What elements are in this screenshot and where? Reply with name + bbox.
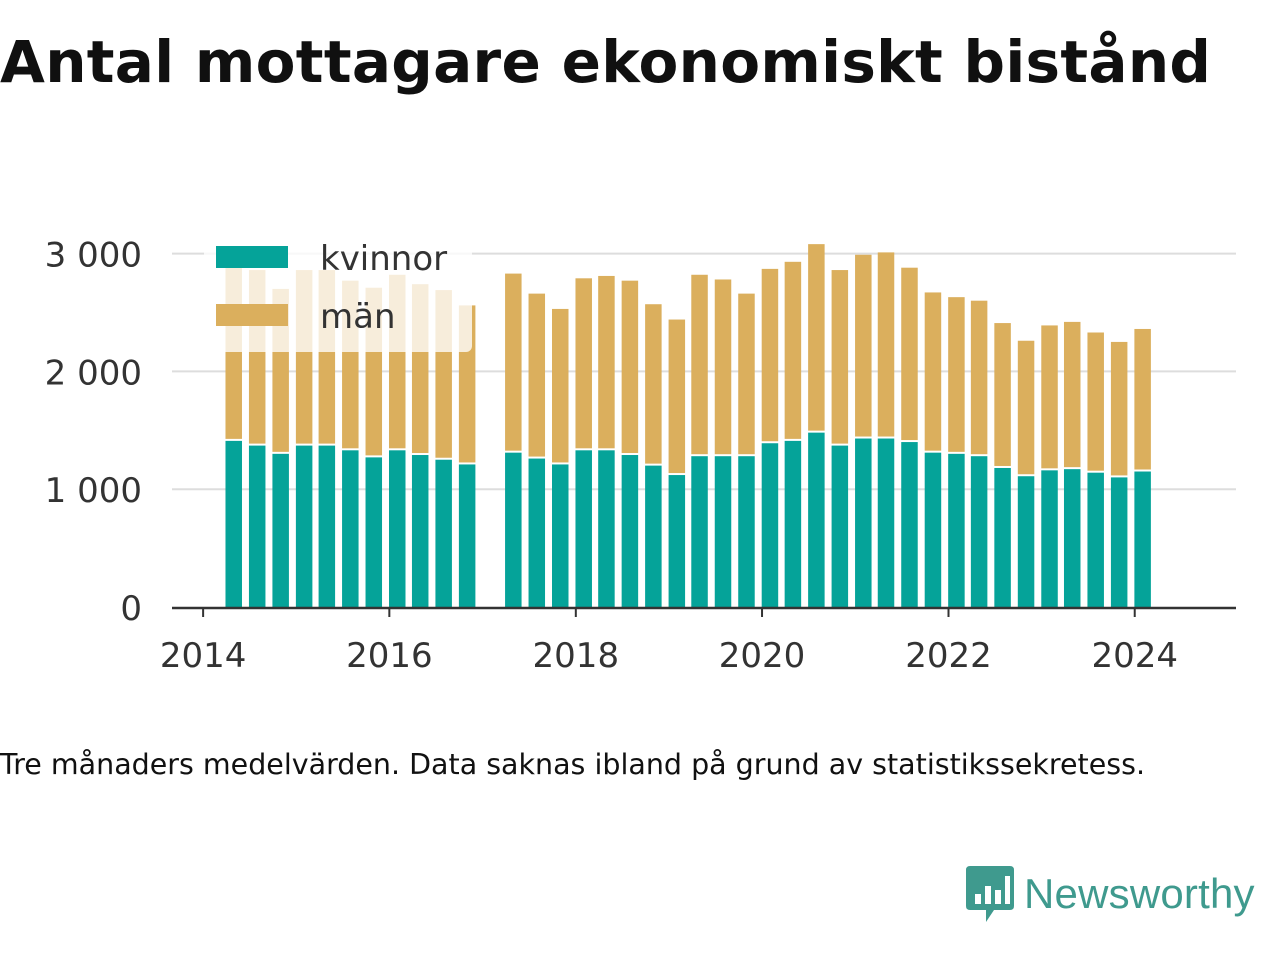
chart-caption: Tre månaders medelvärden. Data saknas ib… [0, 748, 1146, 781]
bars [225, 244, 1151, 607]
bar-man [691, 274, 708, 455]
bar-man [761, 268, 779, 442]
legend: kvinnor män [204, 232, 472, 352]
brand-name: Newsworthy [1024, 870, 1255, 917]
bar-kvinnor [528, 458, 546, 607]
bar-man [808, 244, 825, 431]
bar-kvinnor [1063, 469, 1081, 607]
bar-kvinnor [784, 440, 802, 607]
bar-kvinnor [575, 450, 592, 607]
bar-kvinnor [738, 456, 755, 607]
bar-man [738, 293, 755, 455]
bar-kvinnor [458, 464, 476, 607]
bar-man [1087, 332, 1104, 471]
bar-kvinnor [272, 453, 289, 607]
x-axis-ticks: 2014 2016 2018 2020 2022 2024 [160, 608, 1178, 676]
bar-chart-speech-bubble-icon [966, 866, 1014, 922]
bar-man [784, 261, 802, 439]
bar-man [877, 252, 895, 437]
y-tick-label: 2 000 [45, 353, 142, 393]
x-tick-label: 2024 [1091, 636, 1178, 676]
bar-man [1110, 341, 1128, 476]
bar-kvinnor [1110, 477, 1128, 607]
bar-kvinnor [714, 456, 732, 607]
bar-kvinnor [948, 453, 965, 607]
legend-label-kvinnor: kvinnor [320, 239, 447, 279]
bar-man [970, 300, 988, 455]
bar-kvinnor [901, 442, 918, 607]
x-tick-label: 2018 [533, 636, 620, 676]
bar-man [855, 254, 872, 437]
bar-man [621, 280, 639, 454]
bar-kvinnor [970, 456, 988, 607]
bar-man [1134, 328, 1151, 470]
bar-man [1063, 321, 1081, 468]
bar-man [831, 270, 849, 444]
bar-kvinnor [924, 452, 942, 607]
bar-man [714, 279, 732, 455]
bar-man [668, 319, 686, 474]
bar-man [552, 308, 569, 463]
y-axis-tick-labels: 0 1 000 2 000 3 000 [45, 236, 142, 629]
bar-kvinnor [645, 465, 662, 607]
bar-man [598, 275, 615, 449]
bar-kvinnor [435, 459, 452, 607]
bar-man [1017, 340, 1035, 475]
page-title: Antal mottagare ekonomiskt bistånd [0, 28, 1212, 96]
bar-kvinnor [505, 452, 522, 607]
bar-kvinnor [365, 457, 383, 607]
bar-kvinnor [225, 440, 242, 607]
bar-man [505, 273, 522, 451]
bar-kvinnor [761, 443, 779, 607]
bar-kvinnor [248, 445, 266, 607]
y-tick-label: 0 [120, 589, 142, 629]
bar-kvinnor [388, 450, 406, 607]
x-tick-label: 2016 [346, 636, 433, 676]
bar-kvinnor [1041, 470, 1058, 607]
bar-man [948, 297, 965, 452]
bar-man [924, 292, 942, 451]
legend-label-man: män [320, 297, 396, 337]
bar-man [1041, 325, 1058, 469]
x-tick-label: 2022 [905, 636, 992, 676]
bar-kvinnor [691, 456, 708, 607]
x-tick-label: 2014 [160, 636, 247, 676]
bar-man [528, 293, 546, 457]
bar-kvinnor [621, 455, 639, 607]
bar-kvinnor [552, 464, 569, 607]
bar-man [575, 278, 592, 449]
brand-logo: Newsworthy [964, 864, 1255, 924]
bar-kvinnor [598, 450, 615, 607]
bar-man [994, 323, 1011, 466]
bar-kvinnor [1087, 472, 1104, 607]
bar-kvinnor [855, 438, 872, 607]
y-tick-label: 1 000 [45, 471, 142, 511]
legend-swatch-kvinnor [216, 246, 288, 268]
bar-kvinnor [1134, 471, 1151, 607]
bar-man [645, 304, 662, 464]
bar-kvinnor [411, 455, 429, 607]
bar-kvinnor [342, 450, 359, 607]
bar-kvinnor [808, 432, 825, 607]
bar-kvinnor [668, 475, 686, 607]
bar-kvinnor [877, 438, 895, 607]
bar-kvinnor [1017, 476, 1035, 607]
bar-man [901, 267, 918, 441]
legend-swatch-man [216, 304, 288, 326]
stacked-bar-chart: 0 1 000 2 000 3 000 2014 2016 2018 2020 2022 202… [44, 232, 1236, 676]
x-tick-label: 2020 [719, 636, 806, 676]
y-tick-label: 3 000 [45, 236, 142, 276]
bar-kvinnor [318, 445, 336, 607]
bar-kvinnor [994, 467, 1011, 607]
bar-kvinnor [831, 445, 849, 607]
bar-kvinnor [295, 445, 313, 607]
